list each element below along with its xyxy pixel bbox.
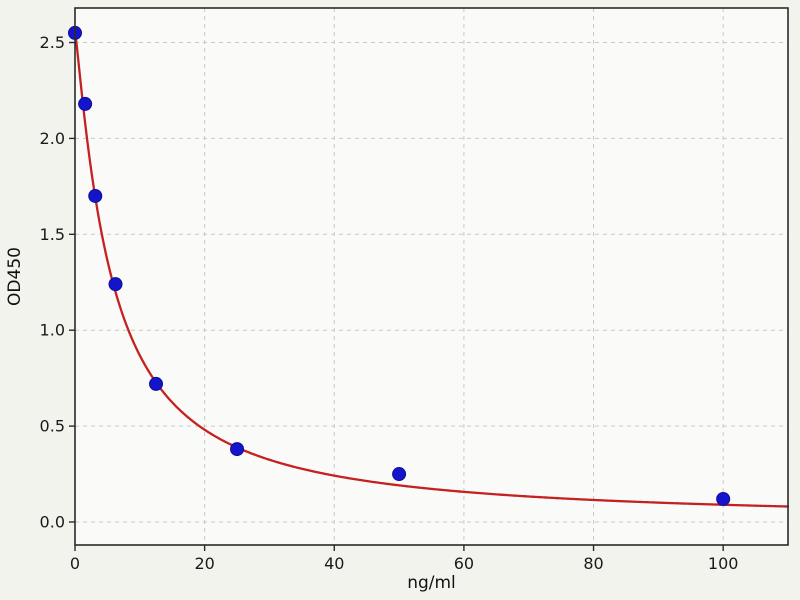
data-point <box>716 491 731 506</box>
fit-curve <box>73 29 790 508</box>
tick-marks <box>69 41 724 551</box>
y-axis-label: OD450 <box>5 247 25 306</box>
x-tick-label: 20 <box>194 554 214 573</box>
x-tick-label: 100 <box>708 554 739 573</box>
data-point <box>108 277 123 292</box>
data-point <box>230 442 245 457</box>
data-point <box>392 467 407 482</box>
y-tick-label: 1.0 <box>40 321 65 340</box>
x-tick-label: 80 <box>583 554 603 573</box>
data-point <box>149 376 164 391</box>
x-tick-label: 40 <box>324 554 344 573</box>
tick-labels: 0 20 40 60 80 100 0.0 0.5 1.0 1.5 2.0 2.5 <box>40 33 739 573</box>
grid <box>74 8 788 545</box>
y-tick-label: 2.5 <box>40 33 65 52</box>
x-axis-label: ng/ml <box>407 573 456 593</box>
axes-spines <box>74 7 789 546</box>
y-tick-label: 2.0 <box>40 129 65 148</box>
x-tick-label: 0 <box>70 554 80 573</box>
y-tick-label: 0.5 <box>40 417 65 436</box>
y-tick-label: 0.0 <box>40 512 65 531</box>
y-tick-label: 1.5 <box>40 225 65 244</box>
plot-area <box>75 8 788 545</box>
x-tick-label: 60 <box>454 554 474 573</box>
data-point <box>78 96 93 111</box>
data-point <box>88 188 103 203</box>
